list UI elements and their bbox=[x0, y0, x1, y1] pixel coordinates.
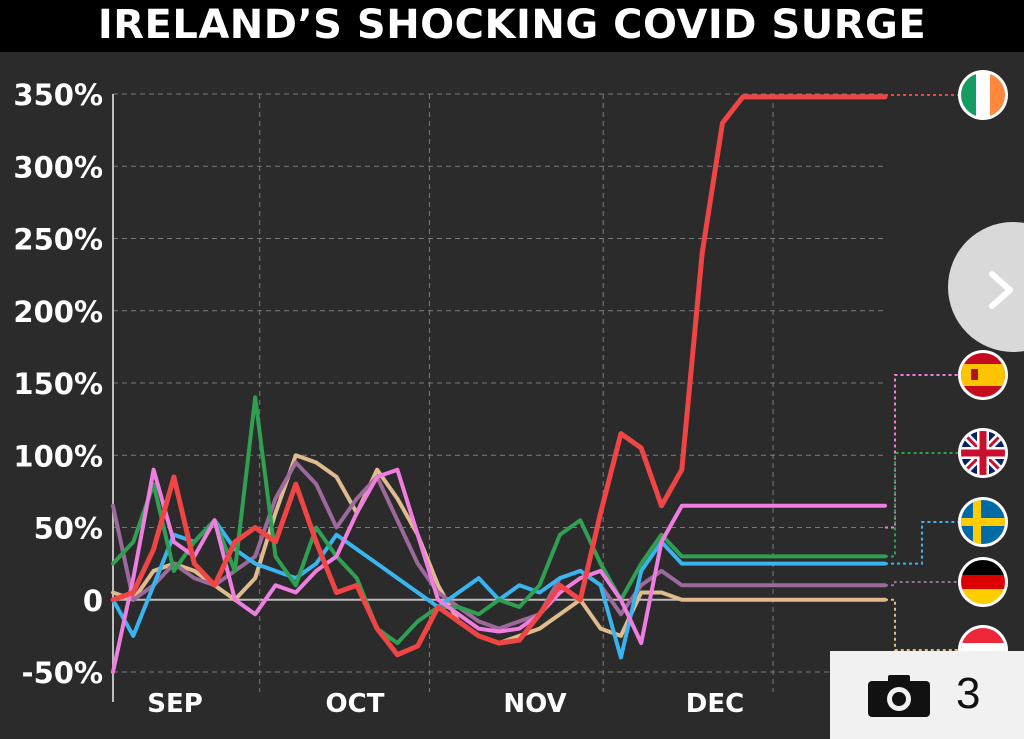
gallery-count: 3 bbox=[956, 669, 981, 718]
series-line-spain bbox=[111, 467, 887, 674]
series-line-ireland bbox=[110, 94, 888, 658]
series-line-uk bbox=[111, 395, 887, 646]
x-tick-label: OCT bbox=[326, 689, 385, 719]
title-bar: IRELAND’S SHOCKING COVID SURGE bbox=[0, 0, 1024, 52]
ireland-flag-icon bbox=[958, 70, 1008, 120]
y-tick-label: 50% bbox=[34, 512, 103, 546]
y-tick-label: -50% bbox=[22, 656, 103, 690]
flag-body bbox=[961, 431, 1005, 475]
y-tick-label: 300% bbox=[13, 150, 103, 184]
y-tick-label: 250% bbox=[13, 223, 103, 257]
plot-area: -50% 0 50% 100% 150% 200% 250% 300% 350% SEP OCT N… bbox=[0, 52, 1024, 739]
camera-icon bbox=[868, 675, 930, 717]
legend-connector bbox=[885, 581, 959, 587]
legend-connector bbox=[885, 598, 959, 651]
x-tick-label: DEC bbox=[686, 689, 744, 719]
flag-body bbox=[961, 500, 1005, 544]
legend-connector bbox=[885, 374, 959, 529]
uk-flag-icon bbox=[958, 428, 1008, 478]
flag-body bbox=[961, 560, 1005, 604]
sweden-flag-icon bbox=[958, 497, 1008, 547]
x-axis: SEP OCT NOV DEC bbox=[147, 689, 744, 719]
y-tick-label: 350% bbox=[13, 78, 103, 112]
y-tick-label: 100% bbox=[13, 439, 103, 473]
gridlines bbox=[112, 93, 885, 702]
x-tick-label: NOV bbox=[503, 689, 566, 719]
line-chart: -50% 0 50% 100% 150% 200% 250% 300% 350% SEP OCT N… bbox=[13, 70, 1008, 719]
legend-connector bbox=[885, 521, 959, 565]
chart-title: IRELAND’S SHOCKING COVID SURGE bbox=[97, 2, 927, 48]
series-line-germany bbox=[111, 460, 887, 631]
flag-body bbox=[961, 73, 1005, 117]
y-tick-label: 200% bbox=[13, 295, 103, 329]
y-axis: -50% 0 50% 100% 150% 200% 250% 300% 350% bbox=[13, 78, 103, 690]
y-tick-label: 0 bbox=[83, 584, 103, 618]
chevron-right-icon bbox=[989, 271, 1013, 309]
legend bbox=[958, 70, 1008, 675]
series-line-sweden bbox=[111, 518, 887, 660]
spain-flag-icon bbox=[958, 350, 1008, 400]
series-lines bbox=[110, 94, 888, 674]
flag-body bbox=[961, 353, 1005, 397]
y-tick-label: 150% bbox=[13, 367, 103, 401]
legend-connectors bbox=[885, 94, 959, 651]
gallery-badge[interactable]: 3 bbox=[830, 651, 1024, 739]
germany-flag-icon bbox=[958, 557, 1008, 607]
x-tick-label: SEP bbox=[147, 689, 203, 719]
legend-connector bbox=[885, 452, 959, 558]
